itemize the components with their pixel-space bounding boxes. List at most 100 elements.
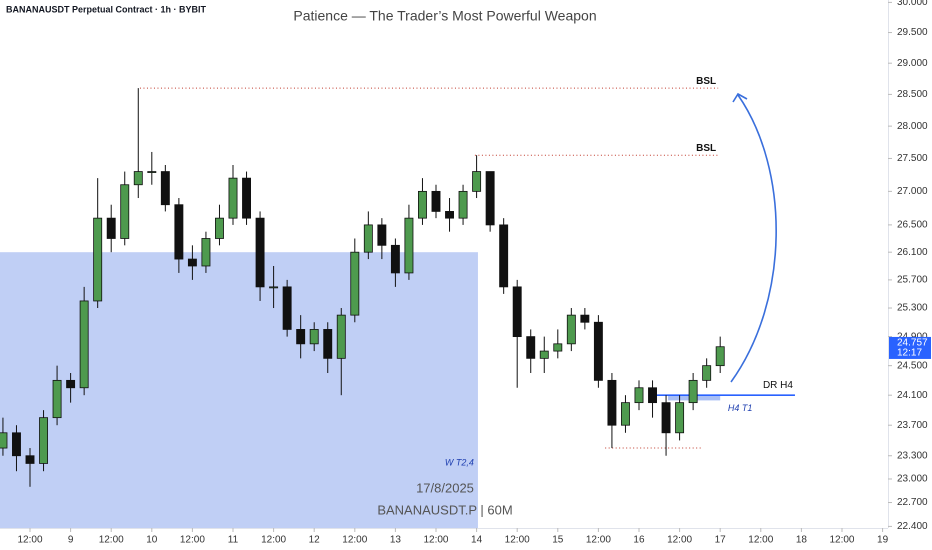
x-tick-label: 12:00: [17, 535, 42, 546]
y-tick-label: 26.500: [897, 220, 928, 231]
x-tick-label: 15: [552, 535, 564, 546]
candle-body: [39, 417, 49, 464]
y-tick-label: 24.900: [897, 331, 928, 342]
x-tick-label: 19: [877, 535, 889, 546]
x-tick-label: 12:00: [829, 535, 854, 546]
y-tick-label: 28.500: [897, 89, 928, 100]
candle-body: [499, 224, 509, 288]
x-tick-label: 12:00: [342, 535, 367, 546]
x-tick-label: 12:00: [748, 535, 773, 546]
x-tick-label: 12:00: [180, 535, 205, 546]
y-tick-label: 28.000: [897, 121, 928, 132]
y-tick-label: 26.100: [897, 247, 928, 258]
y-tick-label: 25.700: [897, 275, 928, 286]
candle-body: [25, 455, 35, 464]
candle-body: [363, 224, 373, 253]
candle-body: [255, 217, 265, 288]
candle-body: [215, 217, 224, 239]
level-label: BSL: [696, 76, 716, 87]
x-tick-label: 12:00: [586, 535, 611, 546]
zone: [0, 252, 478, 528]
arrow-head: [732, 92, 748, 103]
candle-body: [242, 177, 251, 219]
y-tick-label: 29.000: [897, 58, 928, 69]
symbol-header: BANANAUSDT Perpetual Contract · 1h · BYB…: [6, 4, 207, 14]
candle-body: [580, 314, 590, 323]
candle-body: [418, 190, 427, 219]
candle-body: [323, 329, 333, 359]
y-tick-label: 29.500: [897, 27, 928, 38]
candle-body: [377, 224, 387, 246]
x-tick-label: 12:00: [505, 535, 530, 546]
candle-body: [282, 286, 292, 330]
x-tick-label: 9: [68, 535, 74, 546]
candle-body: [228, 177, 238, 219]
candle-body: [66, 379, 76, 389]
candle-body: [458, 190, 468, 219]
x-tick-label: 12: [309, 535, 321, 546]
x-tick-label: 10: [146, 535, 158, 546]
x-tick-label: 12:00: [99, 535, 124, 546]
candle-body: [512, 286, 522, 338]
candle-body: [702, 365, 712, 381]
candle-body: [485, 171, 495, 226]
candle-body: [269, 286, 279, 289]
candle-body: [539, 350, 549, 359]
level-label: BSL: [696, 143, 716, 154]
last-price-box: [889, 336, 931, 359]
candle-body: [12, 432, 21, 457]
x-tick-label: 12:00: [423, 535, 448, 546]
dr-label: DR H4: [763, 380, 793, 391]
y-tick-label: 22.400: [897, 521, 928, 532]
candle-body: [648, 387, 657, 404]
candle-body: [661, 402, 671, 434]
y-tick-label: 24.100: [897, 390, 928, 401]
candle-body: [120, 184, 130, 239]
x-tick-label: 16: [633, 535, 645, 546]
candle-body: [404, 217, 414, 274]
candle-body: [336, 314, 346, 359]
candle-body: [715, 346, 725, 367]
candle-body: [174, 204, 184, 260]
countdown: 12:17: [897, 348, 922, 359]
candle-body: [553, 343, 563, 352]
candle-body: [607, 379, 617, 426]
candle-body: [296, 329, 306, 345]
y-tick-label: 22.700: [897, 497, 928, 508]
candle-body: [187, 258, 197, 267]
candle-body: [688, 379, 698, 404]
candle-body: [309, 329, 319, 345]
candle-body: [621, 402, 630, 426]
candle-body: [431, 190, 441, 212]
candle-body: [634, 387, 644, 404]
y-tick-label: 23.000: [897, 474, 928, 485]
y-tick-label: 23.700: [897, 420, 928, 431]
x-tick-label: 12:00: [667, 535, 692, 546]
y-tick-label: 25.300: [897, 303, 928, 314]
y-tick-label: 30.000: [897, 0, 928, 8]
watermark-symbol: BANANAUSDT.P | 60M: [377, 502, 512, 517]
candle-body: [390, 244, 400, 274]
candle-body: [147, 171, 157, 173]
candle-body: [160, 171, 170, 206]
watermark-date: 17/8/2025: [416, 480, 474, 495]
candle-body: [350, 251, 360, 316]
chart-title: Patience — The Trader’s Most Powerful We…: [293, 8, 596, 24]
last-price: 24.757: [897, 338, 928, 349]
zone-label: W T2,4: [445, 457, 474, 467]
candle-body: [675, 402, 685, 434]
candle-body: [526, 336, 536, 359]
y-tick-label: 24.500: [897, 360, 928, 371]
candle-body: [201, 238, 211, 267]
x-tick-label: 18: [796, 535, 808, 546]
arrow: [730, 94, 777, 383]
x-tick-label: 11: [228, 535, 239, 546]
candle-body: [106, 217, 116, 239]
plot-area: [0, 252, 478, 528]
y-tick-label: 27.000: [897, 186, 928, 197]
x-tick-label: 17: [715, 535, 727, 546]
candle-body: [133, 171, 143, 186]
candle-body: [472, 171, 482, 192]
candle-body: [566, 314, 576, 345]
